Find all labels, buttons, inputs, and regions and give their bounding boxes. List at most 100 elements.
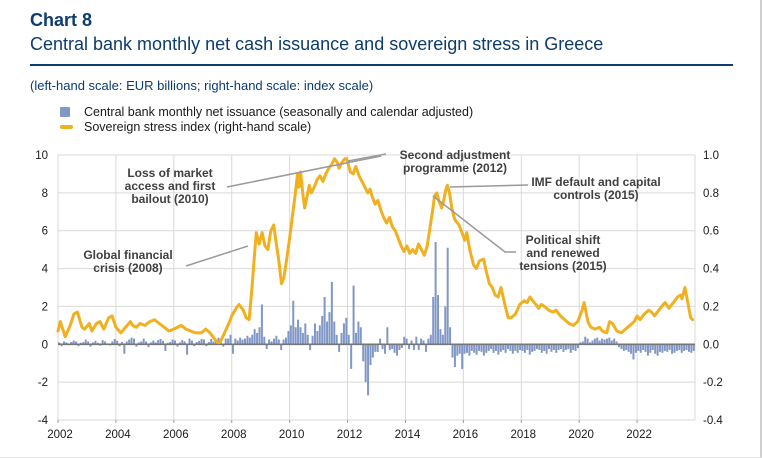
net-issuance-bar [557,344,560,350]
net-issuance-bar [212,341,215,345]
net-issuance-bar [690,344,693,353]
net-issuance-bar [224,338,227,345]
net-issuance-bar [222,344,225,347]
net-issuance-bar [210,338,213,345]
net-issuance-bar [642,344,645,350]
net-issuance-bar [313,323,316,345]
second-adjustment-programme-annotation: programme (2012) [403,161,507,175]
net-issuance-bar [63,341,66,345]
global-financial-crisis-annotation: crisis (2008) [93,261,162,275]
x-axis-tick-label: 2010 [279,429,305,441]
net-issuance-bar [133,338,136,345]
net-issuance-bar [564,344,567,350]
net-issuance-bar [514,344,517,351]
net-issuance-bar [499,344,502,352]
net-issuance-bar [509,344,512,351]
net-issuance-bar [422,340,425,345]
net-issuance-bar [444,306,447,345]
net-issuance-bars [58,242,695,396]
net-issuance-bar [579,342,582,345]
net-issuance-bar [340,332,343,345]
net-issuance-bar [526,344,529,350]
net-issuance-bar [326,321,329,345]
net-issuance-bar [463,344,466,354]
legend-item-net-issuance: Central bank monthly net issuance (seaso… [60,104,473,119]
net-issuance-bar [75,341,78,345]
net-issuance-bar [545,344,548,354]
x-axis-tick-label: 2012 [337,429,363,441]
net-issuance-bar [359,327,362,345]
net-issuance-bar [569,344,572,353]
net-issuance-bar [350,344,353,369]
net-issuance-bar [157,340,160,345]
net-issuance-bar [625,344,628,350]
net-issuance-bar [692,344,695,351]
net-issuance-bar [458,344,461,354]
net-issuance-bar [608,337,611,345]
loss-of-market-access-annotation: Loss of market [127,166,212,180]
net-issuance-bar [405,338,408,345]
political-shift-renewed-tensions-leader-line [432,195,516,253]
net-issuance-bar [666,344,669,352]
net-issuance-bar [649,344,652,353]
net-issuance-bar [533,344,536,351]
net-issuance-bar [376,344,379,352]
page-title: Central bank monthly net cash issuance a… [30,34,604,54]
net-issuance-bar [260,304,263,345]
net-issuance-bar [195,342,198,345]
net-issuance-bar [118,344,121,347]
net-issuance-bar [403,336,406,345]
net-issuance-bar [229,334,232,345]
net-issuance-bar [610,340,613,345]
net-issuance-bar [427,338,430,345]
net-issuance-bar [285,337,288,345]
chart-number-label: Chart 8 [30,10,93,30]
net-issuance-bar [451,344,454,358]
right-axis-tick-label: 0.0 [703,339,719,351]
net-issuance-bar [446,247,449,345]
political-shift-renewed-tensions-annotation: and renewed [526,246,599,260]
net-issuance-bar [193,344,196,347]
net-issuance-bar [183,341,186,345]
net-issuance-bar [352,285,355,345]
net-issuance-bar [116,340,119,345]
net-issuance-bar [593,338,596,345]
net-issuance-bar [207,342,210,345]
net-issuance-bar [362,344,365,362]
net-issuance-bar [231,344,234,354]
net-issuance-bar [437,295,440,345]
net-issuance-bar [164,344,167,351]
net-issuance-bar [270,341,273,345]
left-axis-tick-label: 0 [42,339,48,351]
net-issuance-bar [333,321,336,345]
right-axis-tick-label: 0.4 [703,264,720,276]
net-issuance-bar [318,325,321,345]
net-issuance-bar [576,344,579,349]
net-issuance-bar [381,344,384,350]
net-issuance-bar [371,344,374,358]
net-issuance-bar [347,334,350,345]
net-issuance-bar [516,344,519,353]
net-issuance-bar [687,344,690,352]
net-issuance-bar [147,344,150,348]
net-issuance-bar [354,332,357,345]
net-issuance-bar [634,344,637,353]
net-issuance-bar [668,344,671,350]
net-issuance-bar [128,339,131,345]
legend: Central bank monthly net issuance (seaso… [60,104,473,134]
net-issuance-bar [161,340,164,345]
net-issuance-bar [244,338,246,345]
sovereign-stress-line [56,157,695,344]
net-issuance-bar [680,344,683,353]
line-series-swatch-icon [60,124,73,129]
net-issuance-bar [601,338,604,345]
net-issuance-bar [562,344,565,352]
net-issuance-bar [475,344,478,355]
net-issuance-bar [169,342,172,345]
net-issuance-bar [241,339,244,345]
net-issuance-bar [236,340,239,345]
net-issuance-bar [309,344,312,350]
net-issuance-bar [511,344,514,354]
net-issuance-bar [490,344,493,350]
net-issuance-bar [301,332,304,345]
